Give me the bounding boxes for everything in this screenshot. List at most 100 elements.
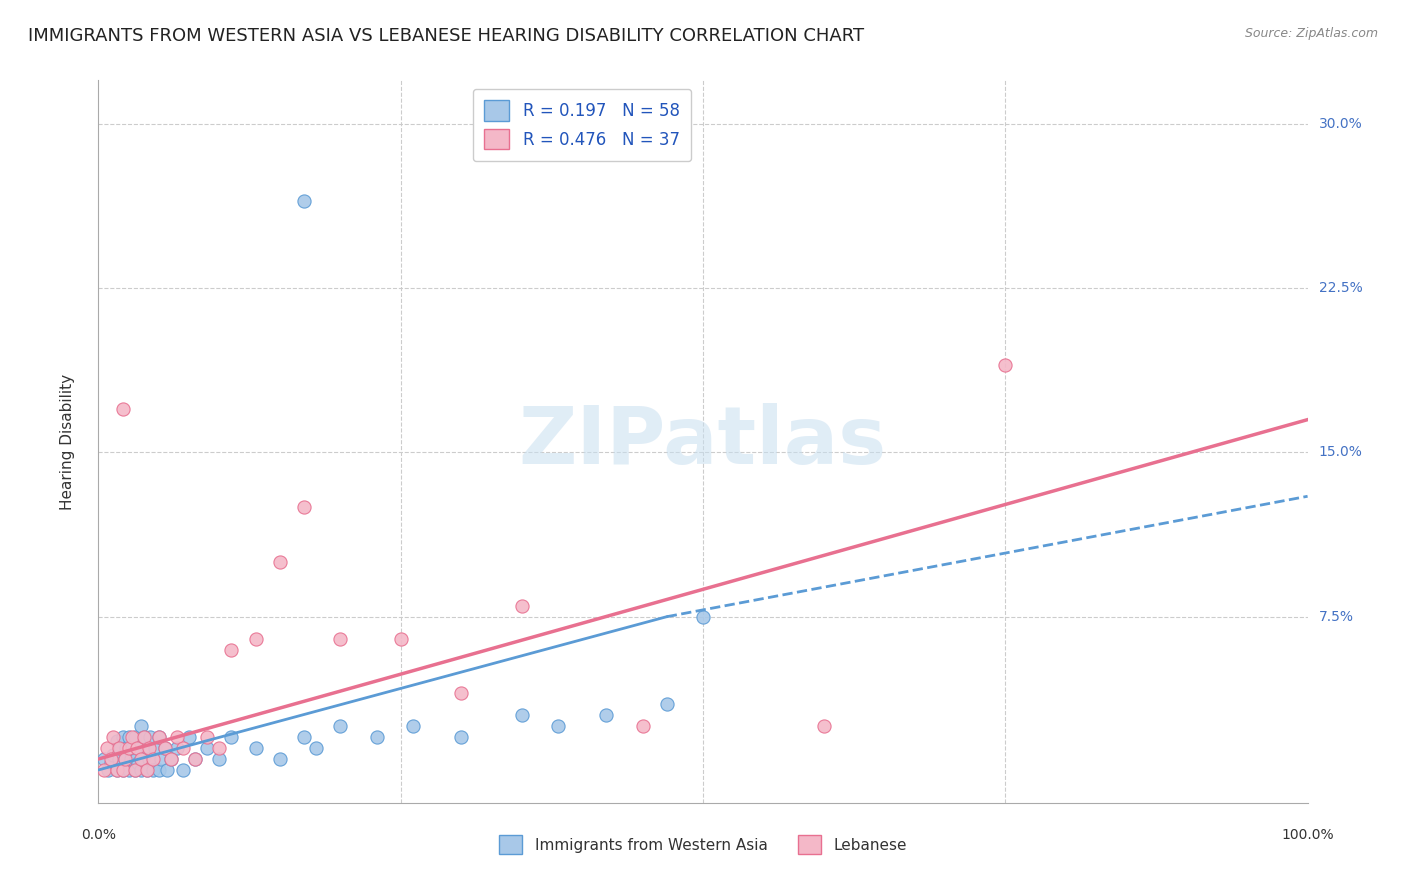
Point — [148, 730, 170, 744]
Point — [97, 763, 120, 777]
Point — [402, 719, 425, 733]
Point — [655, 698, 678, 712]
Text: 7.5%: 7.5% — [1319, 610, 1354, 624]
Point — [101, 730, 124, 744]
Point — [127, 756, 149, 771]
Point — [172, 741, 194, 756]
Point — [148, 763, 170, 777]
Point — [124, 730, 146, 744]
Point — [595, 708, 617, 723]
Point — [129, 752, 152, 766]
Point — [143, 741, 166, 756]
Point — [366, 730, 388, 744]
Point — [148, 730, 170, 744]
Point — [105, 763, 128, 777]
Point — [208, 741, 231, 756]
Point — [195, 730, 218, 744]
Point — [135, 763, 157, 777]
Point — [692, 609, 714, 624]
Point — [450, 730, 472, 744]
Point — [166, 730, 188, 744]
Text: 22.5%: 22.5% — [1319, 281, 1362, 295]
Text: 0.0%: 0.0% — [82, 828, 115, 842]
Point — [96, 741, 118, 756]
Point — [994, 358, 1017, 372]
Point — [292, 730, 315, 744]
Point — [135, 741, 157, 756]
Point — [329, 632, 352, 646]
Point — [129, 763, 152, 777]
Point — [127, 741, 149, 756]
Text: 100.0%: 100.0% — [1281, 828, 1334, 842]
Point — [166, 741, 188, 756]
Point — [153, 741, 176, 756]
Point — [125, 752, 148, 766]
Point — [108, 741, 131, 756]
Point — [547, 719, 569, 733]
Point — [184, 752, 207, 766]
Point — [329, 719, 352, 733]
Point — [111, 763, 134, 777]
Point — [179, 730, 201, 744]
Point — [101, 747, 124, 762]
Point — [221, 730, 243, 744]
Legend: Immigrants from Western Asia, Lebanese: Immigrants from Western Asia, Lebanese — [494, 830, 912, 860]
Point — [221, 642, 243, 657]
Point — [389, 632, 412, 646]
Point — [93, 763, 115, 777]
Point — [142, 763, 165, 777]
Point — [138, 741, 160, 756]
Point — [129, 719, 152, 733]
Point — [156, 763, 179, 777]
Point — [121, 730, 143, 744]
Point — [120, 752, 142, 766]
Point — [135, 763, 157, 777]
Point — [93, 752, 115, 766]
Point — [450, 686, 472, 700]
Point — [305, 741, 328, 756]
Point — [105, 763, 128, 777]
Y-axis label: Hearing Disability: Hearing Disability — [60, 374, 75, 509]
Text: 15.0%: 15.0% — [1319, 445, 1362, 459]
Point — [160, 752, 183, 766]
Text: Source: ZipAtlas.com: Source: ZipAtlas.com — [1244, 27, 1378, 40]
Point — [510, 708, 533, 723]
Point — [134, 730, 156, 744]
Point — [111, 763, 134, 777]
Point — [118, 763, 141, 777]
Point — [160, 752, 183, 766]
Point — [114, 752, 136, 766]
Text: 30.0%: 30.0% — [1319, 117, 1362, 131]
Text: IMMIGRANTS FROM WESTERN ASIA VS LEBANESE HEARING DISABILITY CORRELATION CHART: IMMIGRANTS FROM WESTERN ASIA VS LEBANESE… — [28, 27, 865, 45]
Point — [124, 763, 146, 777]
Point — [269, 555, 291, 569]
Point — [118, 741, 141, 756]
Point — [208, 752, 231, 766]
Point — [150, 752, 173, 766]
Point — [813, 719, 835, 733]
Point — [139, 730, 162, 744]
Point — [111, 730, 134, 744]
Point — [172, 763, 194, 777]
Text: ZIPatlas: ZIPatlas — [519, 402, 887, 481]
Point — [184, 752, 207, 766]
Point — [114, 752, 136, 766]
Point — [115, 741, 138, 756]
Point — [100, 756, 122, 771]
Point — [245, 632, 267, 646]
Point — [631, 719, 654, 733]
Point — [108, 741, 131, 756]
Point — [118, 730, 141, 744]
Point — [100, 752, 122, 766]
Point — [121, 741, 143, 756]
Point — [132, 752, 155, 766]
Point — [105, 734, 128, 748]
Point — [124, 763, 146, 777]
Point — [245, 741, 267, 756]
Point — [127, 741, 149, 756]
Point — [292, 500, 315, 515]
Point — [111, 401, 134, 416]
Point — [108, 752, 131, 766]
Point — [269, 752, 291, 766]
Point — [292, 194, 315, 208]
